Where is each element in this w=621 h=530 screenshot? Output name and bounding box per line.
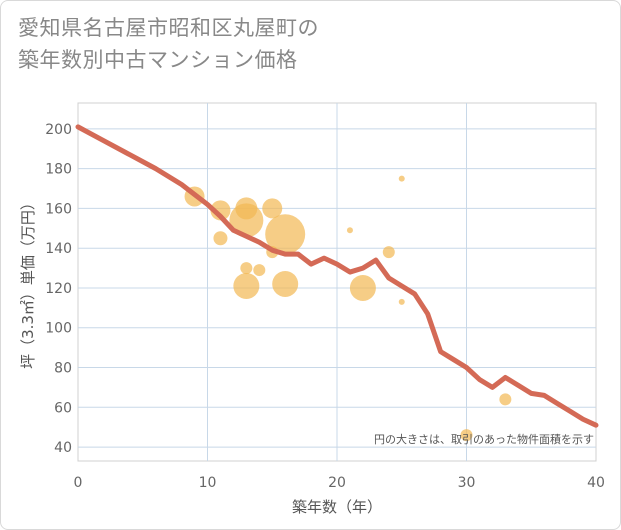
x-tick-label: 40 [587,475,605,491]
bubble-points [184,175,512,442]
x-tick-label: 0 [74,475,83,491]
bubble-point [233,272,260,299]
bubble-size-note: 円の大きさは、取引のあった物件面積を示す [374,432,594,446]
bubble-point [398,298,405,305]
trend-line-layer [75,124,599,428]
chart-title-line-2: 築年数別中古マンション価格 [18,48,298,72]
y-tick-label: 160 [45,201,72,217]
y-tick-label: 80 [54,361,72,377]
y-tick-label: 140 [45,241,72,257]
bubble-point [253,264,266,277]
y-tick-label: 60 [54,400,72,416]
bubble-point [346,227,353,234]
bubble-point [272,270,299,297]
bubble-point [210,200,231,221]
x-axis-label: 築年数（年） [292,498,382,516]
tick-labels: 0 10 20 30 40 40 60 80 100 120 140 160 180 200 [45,122,605,491]
bubble-point [349,274,376,301]
y-tick-label: 180 [45,162,72,178]
bubble-point [382,246,395,259]
bubble-point [262,198,283,219]
bubble-point [499,393,512,406]
x-tick-label: 30 [458,475,476,491]
grid-lines [78,103,596,461]
chart-title-line-1: 愛知県名古屋市昭和区丸屋町の [18,16,319,40]
bubble-point [240,262,253,275]
bubble-point [213,231,228,246]
average-price-line [75,124,599,428]
bubble-point [229,203,264,238]
y-tick-label: 200 [45,122,72,138]
x-tick-label: 20 [328,475,346,491]
y-axis-label: 坪（3.3㎡）単価（万円） [19,195,37,369]
bubble-point [460,429,473,442]
y-tick-label: 120 [45,281,72,297]
x-tick-label: 10 [199,475,217,491]
bubble-point [265,214,306,255]
chart-title: 愛知県名古屋市昭和区丸屋町の 築年数別中古マンション価格 [18,12,319,76]
bubble-point [398,175,405,182]
y-tick-label: 100 [45,321,72,337]
y-tick-label: 40 [54,440,72,456]
